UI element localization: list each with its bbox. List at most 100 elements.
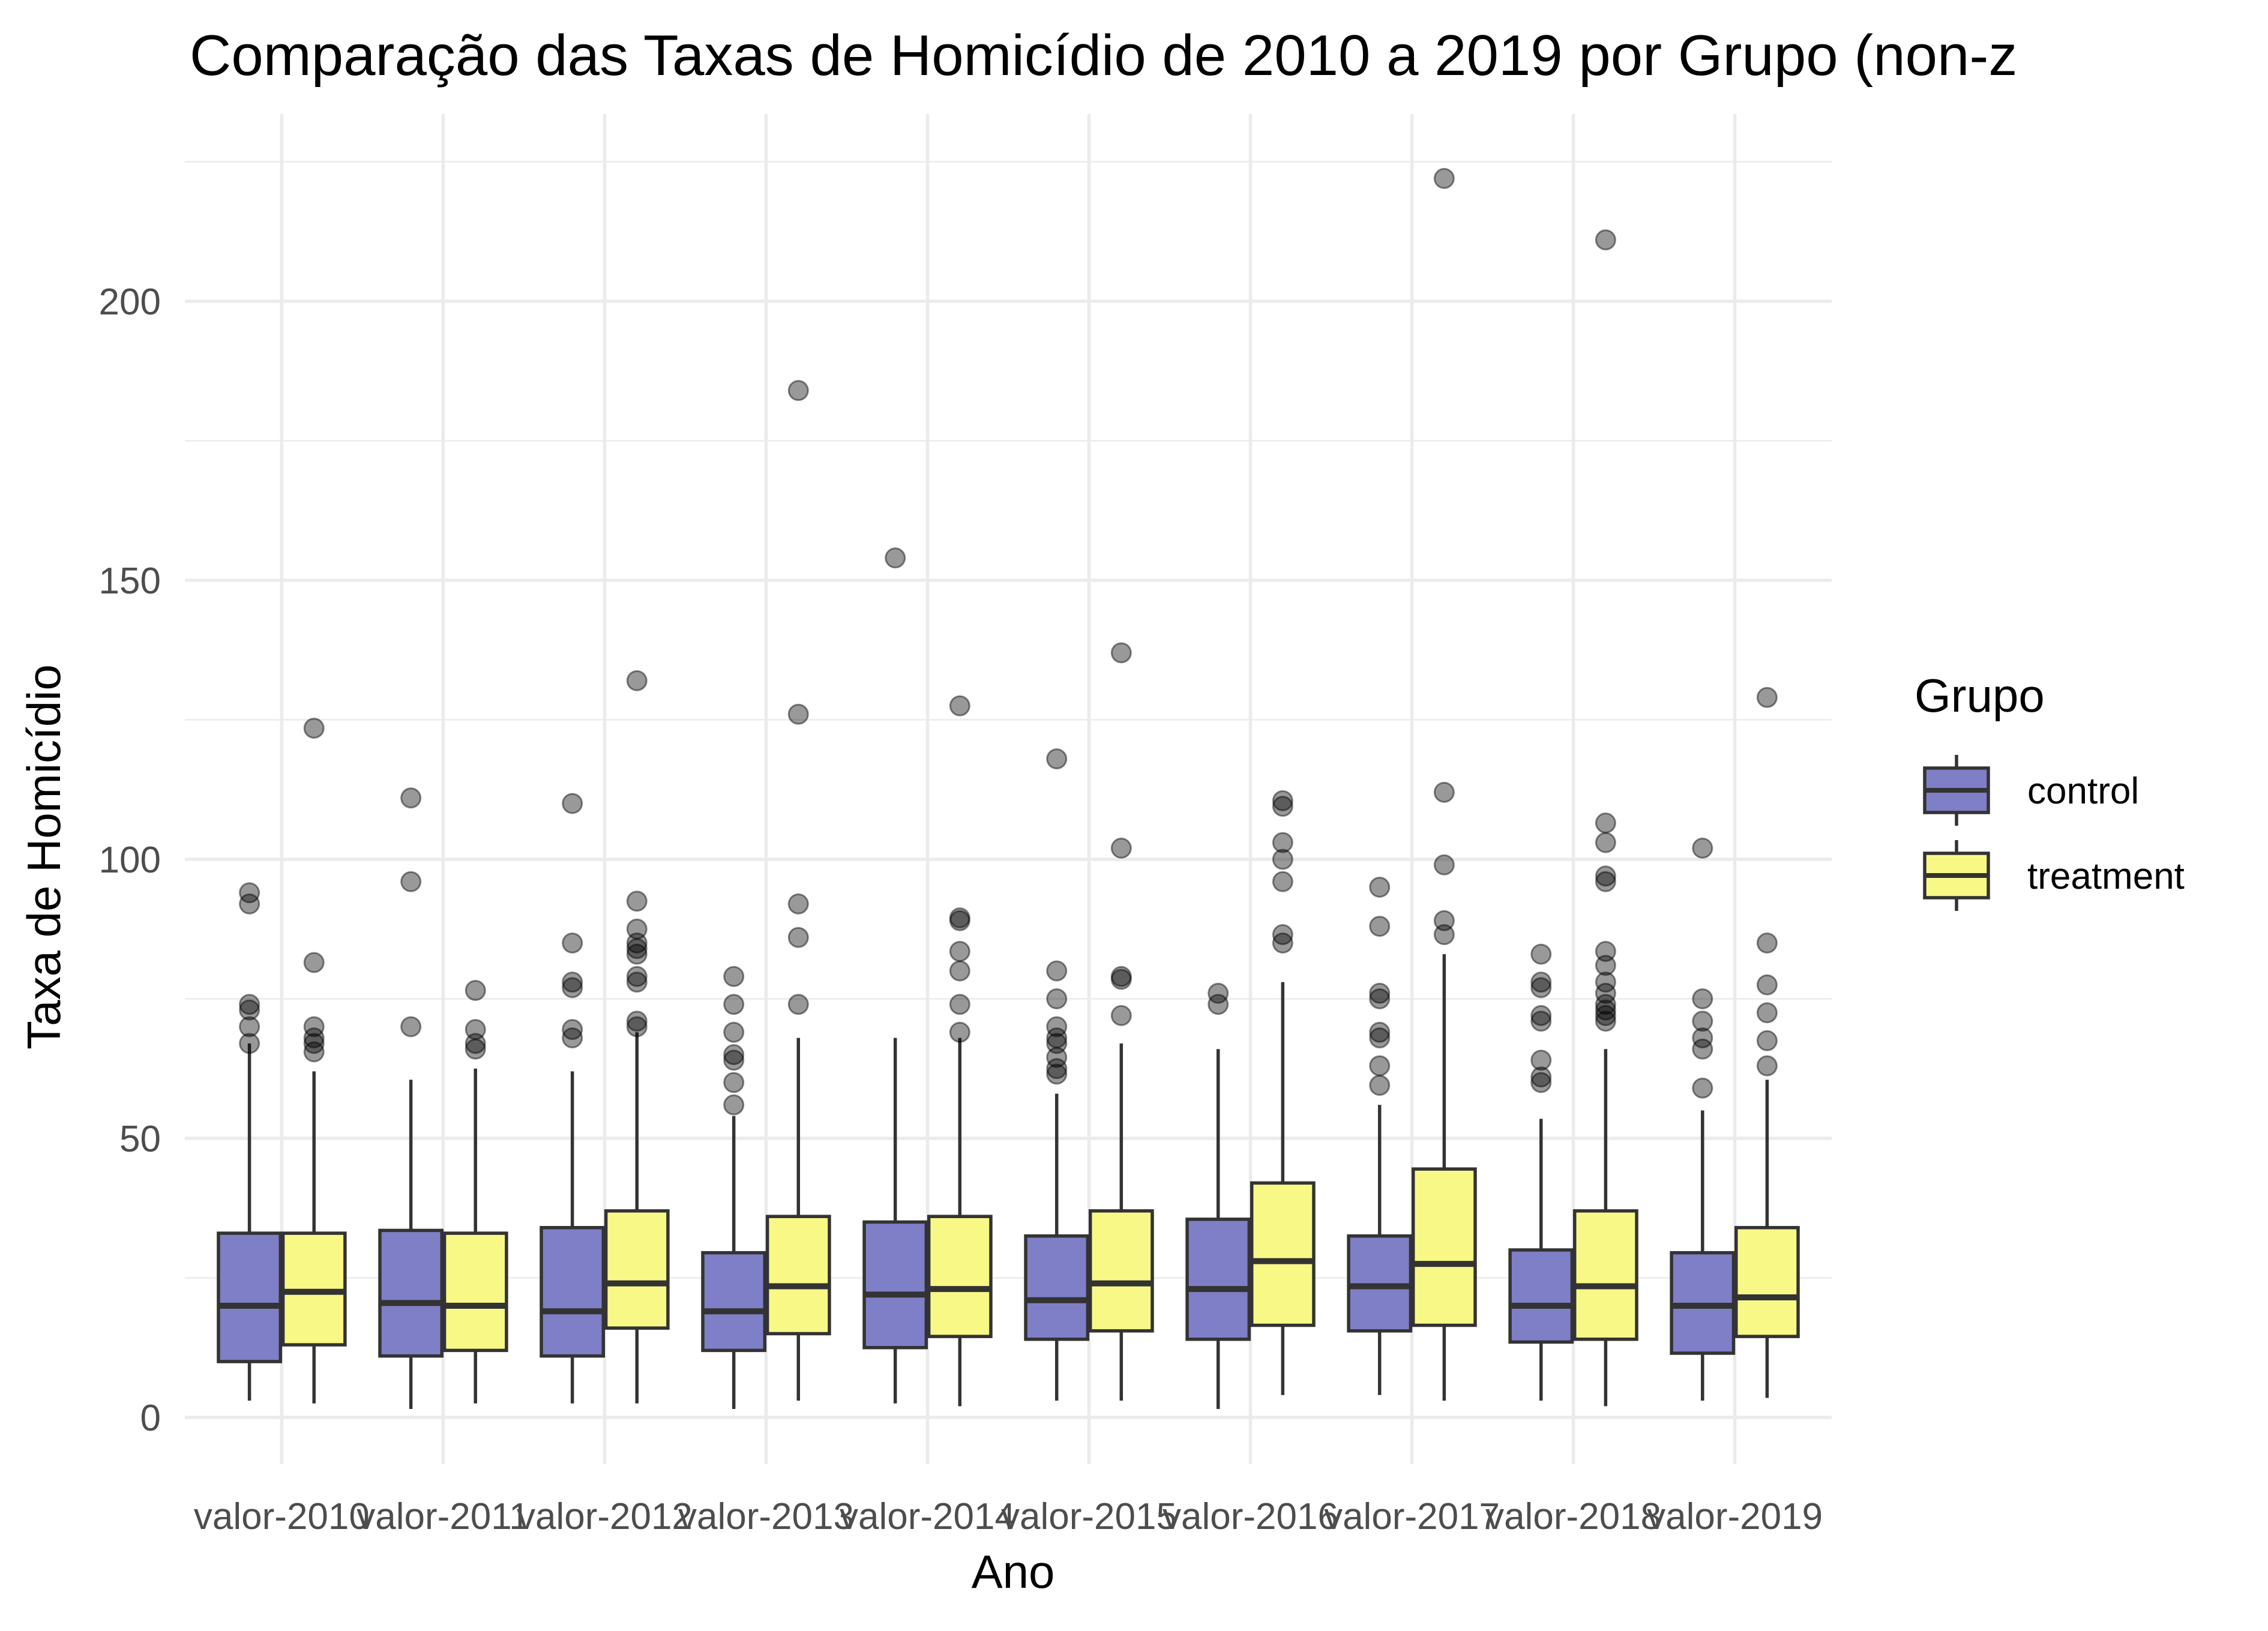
outlier-point	[1110, 642, 1132, 664]
outlier-point	[465, 980, 486, 1002]
x-tick-label: valor-2015	[1001, 1496, 1177, 1537]
x-tick-label: valor-2016	[1163, 1496, 1338, 1537]
outlier-point	[949, 940, 970, 962]
series-control	[217, 547, 1736, 1410]
outlier-point	[787, 994, 809, 1015]
outlier-point	[1046, 1027, 1068, 1049]
x-axis-title: Ano	[972, 1545, 1055, 1598]
outlier-point	[1272, 832, 1293, 853]
outlier-point	[1272, 933, 1293, 954]
outlier-point	[1595, 982, 1616, 1004]
outlier-point	[1530, 1050, 1552, 1071]
y-tick-label: 0	[140, 1398, 161, 1439]
outlier-point	[303, 1016, 325, 1038]
box-body	[604, 1209, 670, 1330]
box-body	[862, 1220, 928, 1350]
box-treatment	[765, 380, 831, 1401]
outlier-point	[1530, 977, 1552, 999]
outlier-point	[1595, 812, 1616, 834]
outlier-point	[885, 547, 906, 569]
outlier-point	[1595, 865, 1616, 887]
box-body	[701, 1251, 767, 1353]
legend: Grupo control treatment	[1915, 669, 2185, 911]
y-tick-label: 200	[99, 281, 161, 323]
outlier-point	[1272, 924, 1293, 946]
outlier-point	[562, 1019, 583, 1041]
outlier-point	[1272, 796, 1293, 817]
box-control	[217, 882, 283, 1401]
box-control	[1508, 943, 1574, 1401]
box-treatment	[1734, 686, 1800, 1398]
outlier-point	[1595, 940, 1616, 962]
x-tick-label: valor-2017	[1324, 1496, 1500, 1537]
outlier-point	[1595, 972, 1616, 993]
outlier-point	[1369, 982, 1391, 1004]
outlier-point	[1595, 999, 1616, 1021]
x-tick-label: valor-2012	[517, 1496, 693, 1537]
outlier-point	[949, 910, 970, 931]
outlier-point	[1756, 974, 1778, 996]
outlier-point	[626, 1016, 648, 1038]
y-tick-label: 150	[99, 560, 161, 602]
outlier-point	[626, 943, 648, 965]
outlier-point	[949, 695, 970, 716]
outlier-point	[1595, 1005, 1616, 1026]
box-series	[217, 167, 1800, 1410]
outlier-point	[949, 907, 970, 929]
outlier-point	[1756, 1030, 1778, 1051]
outlier-point	[626, 933, 648, 954]
outlier-point	[239, 994, 260, 1015]
outlier-point	[1756, 933, 1778, 954]
outlier-point	[1046, 1016, 1068, 1038]
outlier-point	[1595, 871, 1616, 892]
outlier-point	[303, 717, 325, 739]
outlier-point	[1110, 969, 1132, 990]
y-tick-label: 50	[119, 1119, 161, 1160]
box-control	[378, 787, 444, 1410]
box-treatment	[604, 670, 670, 1404]
outlier-point	[1046, 1047, 1068, 1068]
outlier-point	[239, 1033, 260, 1054]
x-tick-label: valor-2018	[1485, 1496, 1661, 1537]
outlier-point	[1046, 960, 1068, 982]
box-control	[1185, 982, 1251, 1410]
legend-key-treatment: treatment	[1923, 840, 2185, 911]
y-tick-label: 100	[99, 840, 161, 881]
outlier-point	[1369, 988, 1391, 1009]
outlier-point	[1692, 1011, 1713, 1032]
outlier-point	[303, 952, 325, 973]
outlier-point	[239, 893, 260, 915]
y-tick-labels: 0 50 100 150 200	[99, 281, 161, 1439]
box-control	[1670, 837, 1736, 1401]
box-treatment	[1088, 642, 1154, 1401]
outlier-point	[1272, 849, 1293, 870]
outlier-point	[1046, 1063, 1068, 1085]
box-treatment	[927, 695, 993, 1407]
box-treatment	[1250, 790, 1316, 1395]
outlier-point	[723, 1050, 745, 1071]
outlier-point	[723, 1044, 745, 1065]
y-axis-title: Taxa de Homicídio	[17, 664, 70, 1050]
outlier-point	[465, 1038, 486, 1060]
box-body	[1024, 1234, 1090, 1341]
x-tick-labels: valor-2010valor-2011valor-2012valor-2013…	[194, 1496, 1823, 1537]
outlier-point	[949, 994, 970, 1015]
outlier-point	[1046, 748, 1068, 770]
legend-label: control	[2027, 770, 2139, 812]
outlier-point	[1595, 229, 1616, 251]
outlier-point	[400, 871, 422, 892]
x-tick-label: valor-2011	[356, 1496, 529, 1537]
outlier-point	[723, 966, 745, 987]
outlier-point	[626, 966, 648, 987]
legend-title: Grupo	[1915, 669, 2045, 722]
outlier-point	[303, 1033, 325, 1054]
outlier-point	[1692, 837, 1713, 859]
box-body	[927, 1215, 993, 1338]
outlier-point	[626, 938, 648, 960]
outlier-point	[626, 918, 648, 940]
box-body	[1088, 1209, 1154, 1333]
outlier-point	[949, 1021, 970, 1043]
box-control	[862, 547, 928, 1404]
outlier-point	[1369, 916, 1391, 937]
outlier-point	[1046, 988, 1068, 1009]
